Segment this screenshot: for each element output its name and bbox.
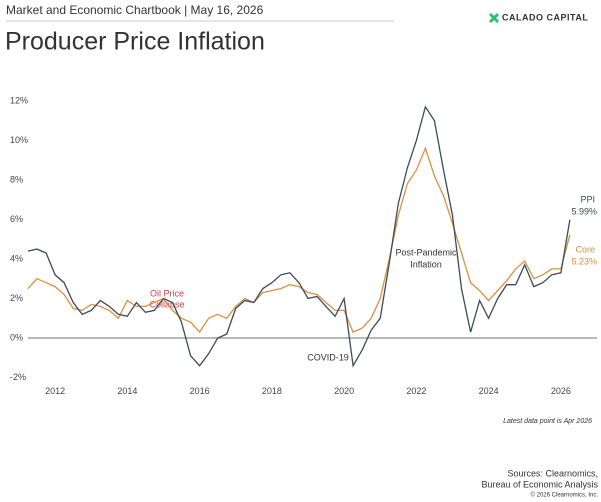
y-tick-label: 10% [10, 135, 28, 145]
line-ppi [27, 105, 571, 368]
annotation: Oil Price [150, 288, 184, 298]
y-tick-label: 8% [10, 174, 23, 184]
series-label: PPI [580, 194, 595, 204]
x-tick-label: 2012 [45, 386, 65, 396]
x-tick-label: 2018 [262, 386, 282, 396]
series-value-label: 5.99% [571, 206, 597, 216]
x-tick-label: 2014 [117, 386, 137, 396]
x-tick-label: 2022 [406, 386, 426, 396]
series-label: Core [575, 244, 595, 254]
annotation: Collapse [149, 299, 184, 309]
y-tick-label: 12% [10, 95, 28, 105]
logo-icon [488, 12, 500, 24]
logo: CALADO CAPITAL [488, 12, 588, 24]
x-tick-label: 2016 [190, 386, 210, 396]
sources: Sources: Clearnomics, [507, 468, 598, 478]
annotation: Inflation [410, 259, 442, 269]
line-core [27, 146, 571, 334]
note: Latest data point is Apr 2026 [503, 418, 592, 425]
copyright: © 2026 Clearnomics, Inc. [531, 492, 599, 499]
sources: Bureau of Economic Analysis [481, 479, 598, 489]
y-tick-label: -2% [10, 372, 26, 382]
y-tick-label: 6% [10, 214, 23, 224]
chart-title: Producer Price Inflation [5, 28, 265, 56]
x-tick-label: 2020 [334, 386, 354, 396]
annotation: Post-Pandemic [395, 247, 457, 257]
x-tick-label: 2024 [479, 386, 499, 396]
annotation: COVID-19 [307, 352, 349, 362]
x-tick-label: 2026 [551, 386, 571, 396]
series-value-label: 5.23% [571, 256, 597, 266]
y-tick-label: 4% [10, 253, 23, 263]
y-tick-label: 0% [10, 332, 23, 342]
header: Market and Economic Chartbook | May 16, … [6, 3, 264, 17]
logo-text: CALADO CAPITAL [502, 12, 588, 22]
y-tick-label: 2% [10, 293, 23, 303]
